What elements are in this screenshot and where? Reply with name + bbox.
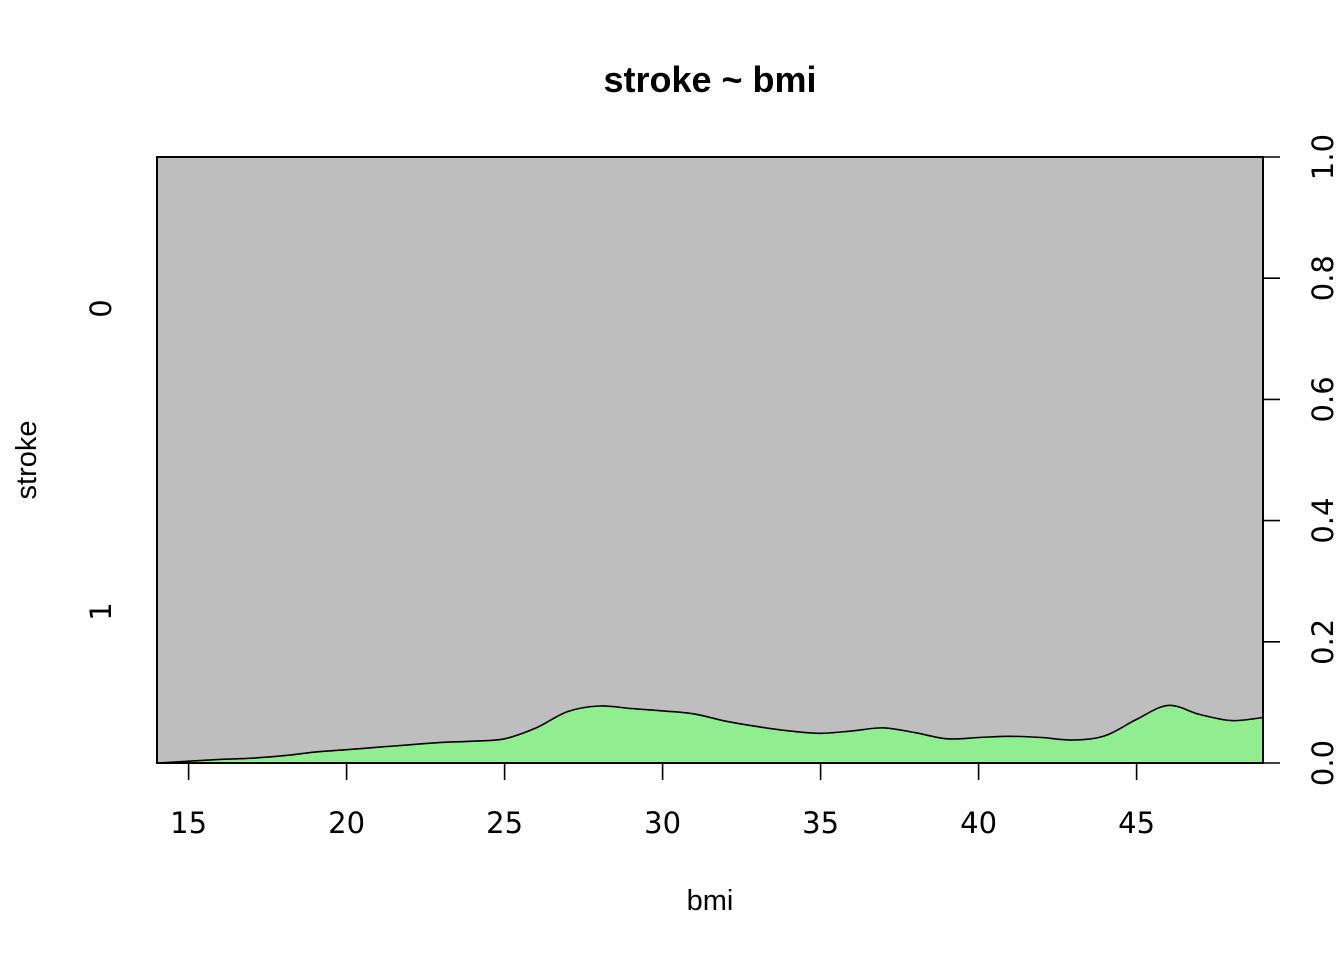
x-axis: 15 20 25 30 35 40 45 xyxy=(170,762,1155,840)
right-tick-label: 0.8 xyxy=(1306,255,1340,301)
right-tick-label: 0.6 xyxy=(1306,376,1340,422)
x-tick-label: 15 xyxy=(170,806,207,840)
x-tick-label: 20 xyxy=(328,806,365,840)
x-tick-label: 25 xyxy=(486,806,523,840)
x-tick-label: 40 xyxy=(960,806,997,840)
left-axis: 01 xyxy=(84,299,118,620)
stroke-0-area xyxy=(157,157,1263,763)
x-tick-label: 30 xyxy=(644,806,681,840)
right-tick-label: 0.4 xyxy=(1306,498,1340,544)
right-tick-label: 0.2 xyxy=(1306,619,1340,665)
chart-title: stroke ~ bmi xyxy=(603,59,816,100)
x-tick-label: 35 xyxy=(802,806,839,840)
right-axis: 0.0 0.2 0.4 0.6 0.8 1.0 xyxy=(1262,134,1340,786)
y-axis-label: stroke xyxy=(11,421,43,500)
x-tick-label: 45 xyxy=(1118,806,1155,840)
density-line xyxy=(156,704,1264,764)
right-tick-label: 0.0 xyxy=(1306,740,1340,786)
y-category-label: 0 xyxy=(84,299,118,317)
plot-area xyxy=(156,156,1264,764)
y-category-label: 1 xyxy=(84,602,118,620)
x-axis-label: bmi xyxy=(687,885,734,917)
stroke-1-area xyxy=(157,705,1263,763)
right-tick-label: 1.0 xyxy=(1306,134,1340,180)
